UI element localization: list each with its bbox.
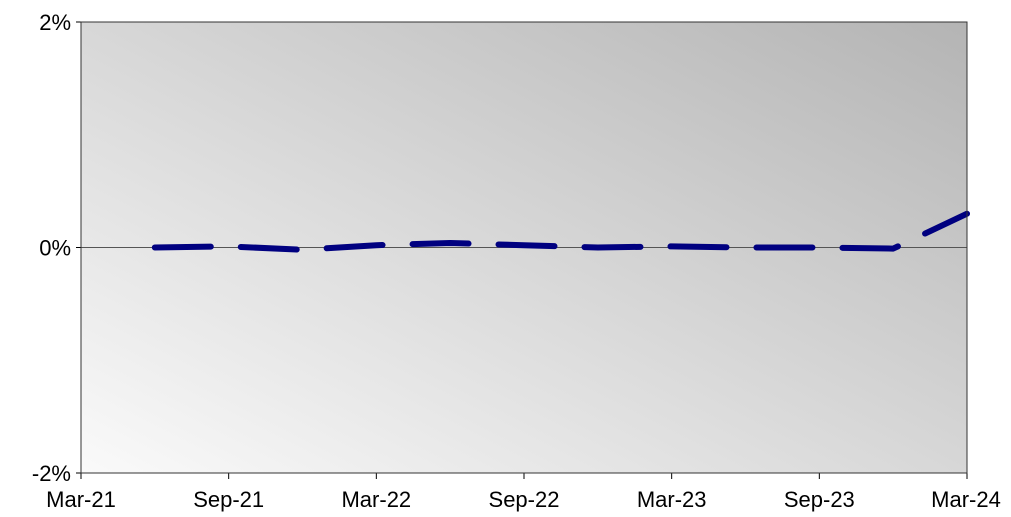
x-tick-label: Sep-21 xyxy=(193,487,264,512)
series-line xyxy=(151,210,970,253)
y-tick-label: 2% xyxy=(39,10,71,35)
x-tick-label: Mar-22 xyxy=(341,487,411,512)
y-tick-label: 0% xyxy=(39,236,71,261)
plot-border xyxy=(80,21,968,474)
x-tick-label: Sep-22 xyxy=(489,487,560,512)
x-axis: Mar-21 Sep-21 Mar-22 Sep-22 Mar-23 Sep-23 Mar-… xyxy=(46,473,1001,512)
x-tick-label: Mar-21 xyxy=(46,487,116,512)
x-tick-label: Mar-24 xyxy=(931,487,1001,512)
x-tick-label: Mar-23 xyxy=(637,487,707,512)
x-tick-label: Sep-23 xyxy=(784,487,855,512)
y-axis: 2% 0% -2% xyxy=(32,10,81,486)
y-tick-label: -2% xyxy=(32,461,71,486)
